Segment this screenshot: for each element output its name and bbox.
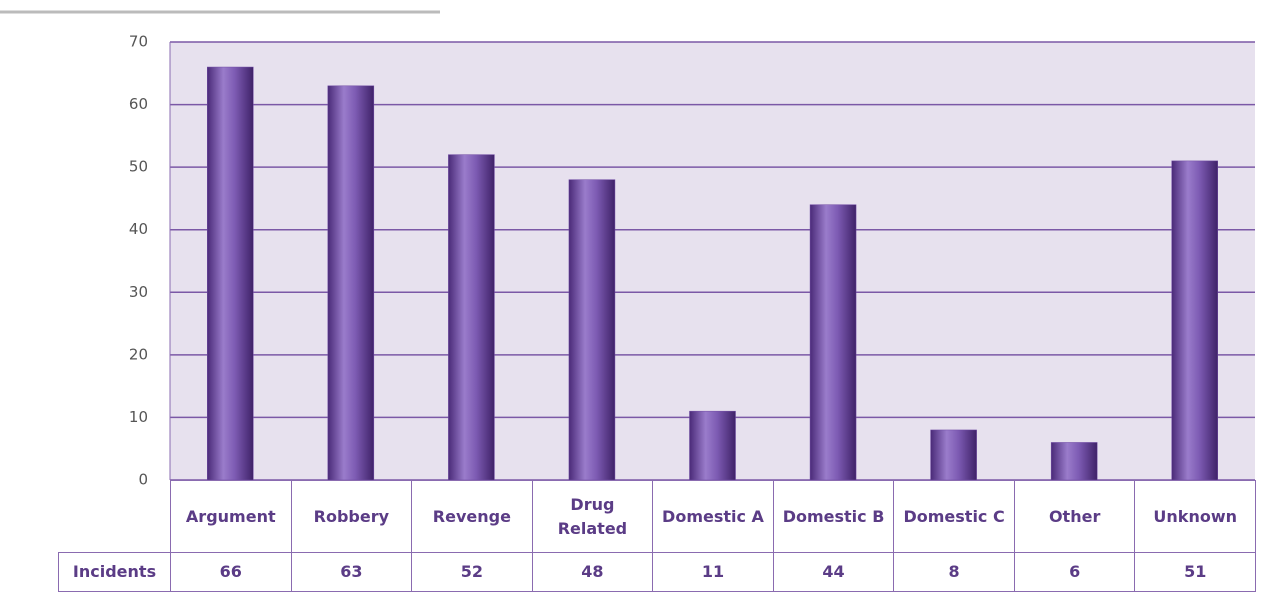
category-label: Other	[1013, 480, 1136, 553]
table-value: 52	[411, 552, 533, 592]
y-tick-label: 20	[129, 345, 148, 363]
category-label: Argument	[170, 480, 292, 553]
table-value: 63	[290, 552, 413, 592]
table-value: 8	[893, 552, 1015, 592]
y-tick-label: 30	[129, 283, 148, 301]
bar	[689, 410, 736, 481]
table-value: 66	[170, 552, 292, 592]
bar	[207, 66, 254, 481]
category-label: Domestic A	[652, 480, 774, 553]
bar	[1050, 442, 1098, 481]
bar	[809, 204, 857, 481]
category-label: Domestic C	[893, 480, 1015, 553]
series-name: Incidents	[58, 552, 171, 592]
y-tick-label: 0	[138, 471, 148, 489]
category-label: Robbery	[290, 480, 413, 553]
table-value: 48	[531, 552, 654, 592]
table-value: 44	[772, 552, 895, 592]
y-tick-label: 40	[129, 220, 148, 238]
table-value: 6	[1013, 552, 1136, 592]
category-label: Revenge	[411, 480, 533, 553]
category-label: Unknown	[1134, 480, 1256, 553]
bar	[327, 85, 375, 481]
bar	[568, 179, 616, 481]
y-tick-label: 50	[129, 158, 148, 176]
y-tick-label: 10	[129, 408, 148, 426]
category-label: Domestic B	[772, 480, 895, 553]
y-tick-label: 60	[129, 95, 148, 113]
bar	[930, 429, 977, 481]
table-value: 11	[652, 552, 774, 592]
category-label: Drug Related	[531, 480, 654, 553]
table-value: 51	[1134, 552, 1256, 592]
bar	[1171, 160, 1218, 481]
bar	[448, 154, 495, 481]
y-tick-label: 70	[129, 33, 148, 51]
